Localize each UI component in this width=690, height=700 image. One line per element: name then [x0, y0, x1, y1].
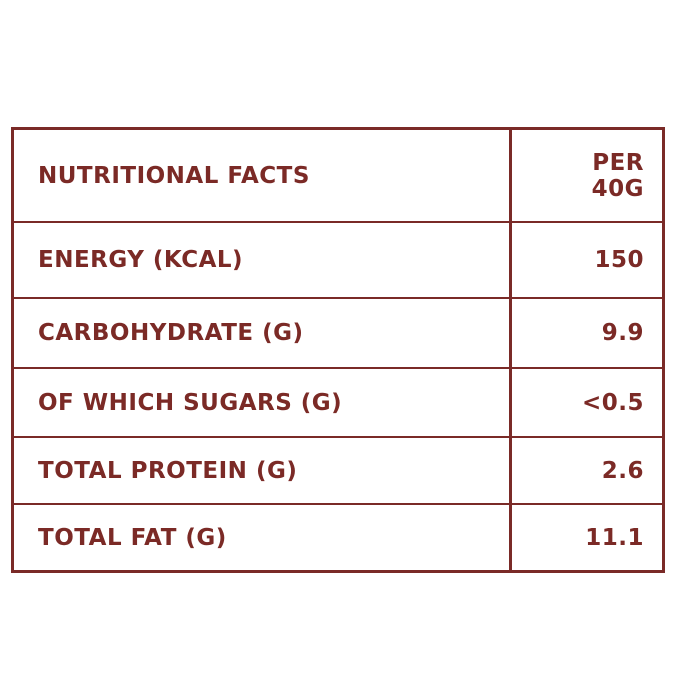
- header-cell: PER 40G: [508, 130, 662, 223]
- header-row: NUTRITIONAL FACTS PER 40G: [14, 130, 662, 223]
- header-cell: NUTRITIONAL FACTS: [14, 130, 510, 223]
- table-row: TOTAL FAT (G) 11.1: [14, 504, 662, 570]
- table-row: CARBOHYDRATE (G) 9.9: [14, 298, 662, 369]
- table: NUTRITIONAL FACTS PER 40G ENERGY (KCAL) 150…: [14, 130, 662, 570]
- nutrient-name: OF WHICH SUGARS (G): [14, 368, 510, 438]
- nutrient-value: 150: [508, 222, 662, 299]
- nutrient-value: <0.5: [508, 368, 662, 438]
- table-row: ENERGY (KCAL) 150: [14, 222, 662, 299]
- nutrient-value: 9.9: [508, 298, 662, 369]
- nutrient-name: TOTAL FAT (G): [38, 524, 227, 551]
- nutrient-name: TOTAL PROTEIN (G): [14, 437, 510, 505]
- table-row: TOTAL PROTEIN (G) 2.6: [14, 437, 662, 505]
- nutrient-name: CARBOHYDRATE (G): [14, 298, 510, 369]
- table-body: NUTRITIONAL FACTS PER 40G ENERGY (KCAL) 150…: [14, 130, 662, 570]
- nutrient-value: 11.1: [508, 504, 662, 570]
- nutrient-value: 2.6: [508, 437, 662, 505]
- nutrition-table: NUTRITIONAL FACTS PER 40G ENERGY (KCAL) 150…: [11, 127, 665, 573]
- table-row: OF WHICH SUGARS (G) <0.5: [14, 368, 662, 438]
- nutrient-name: ENERGY (KCAL): [14, 222, 510, 299]
